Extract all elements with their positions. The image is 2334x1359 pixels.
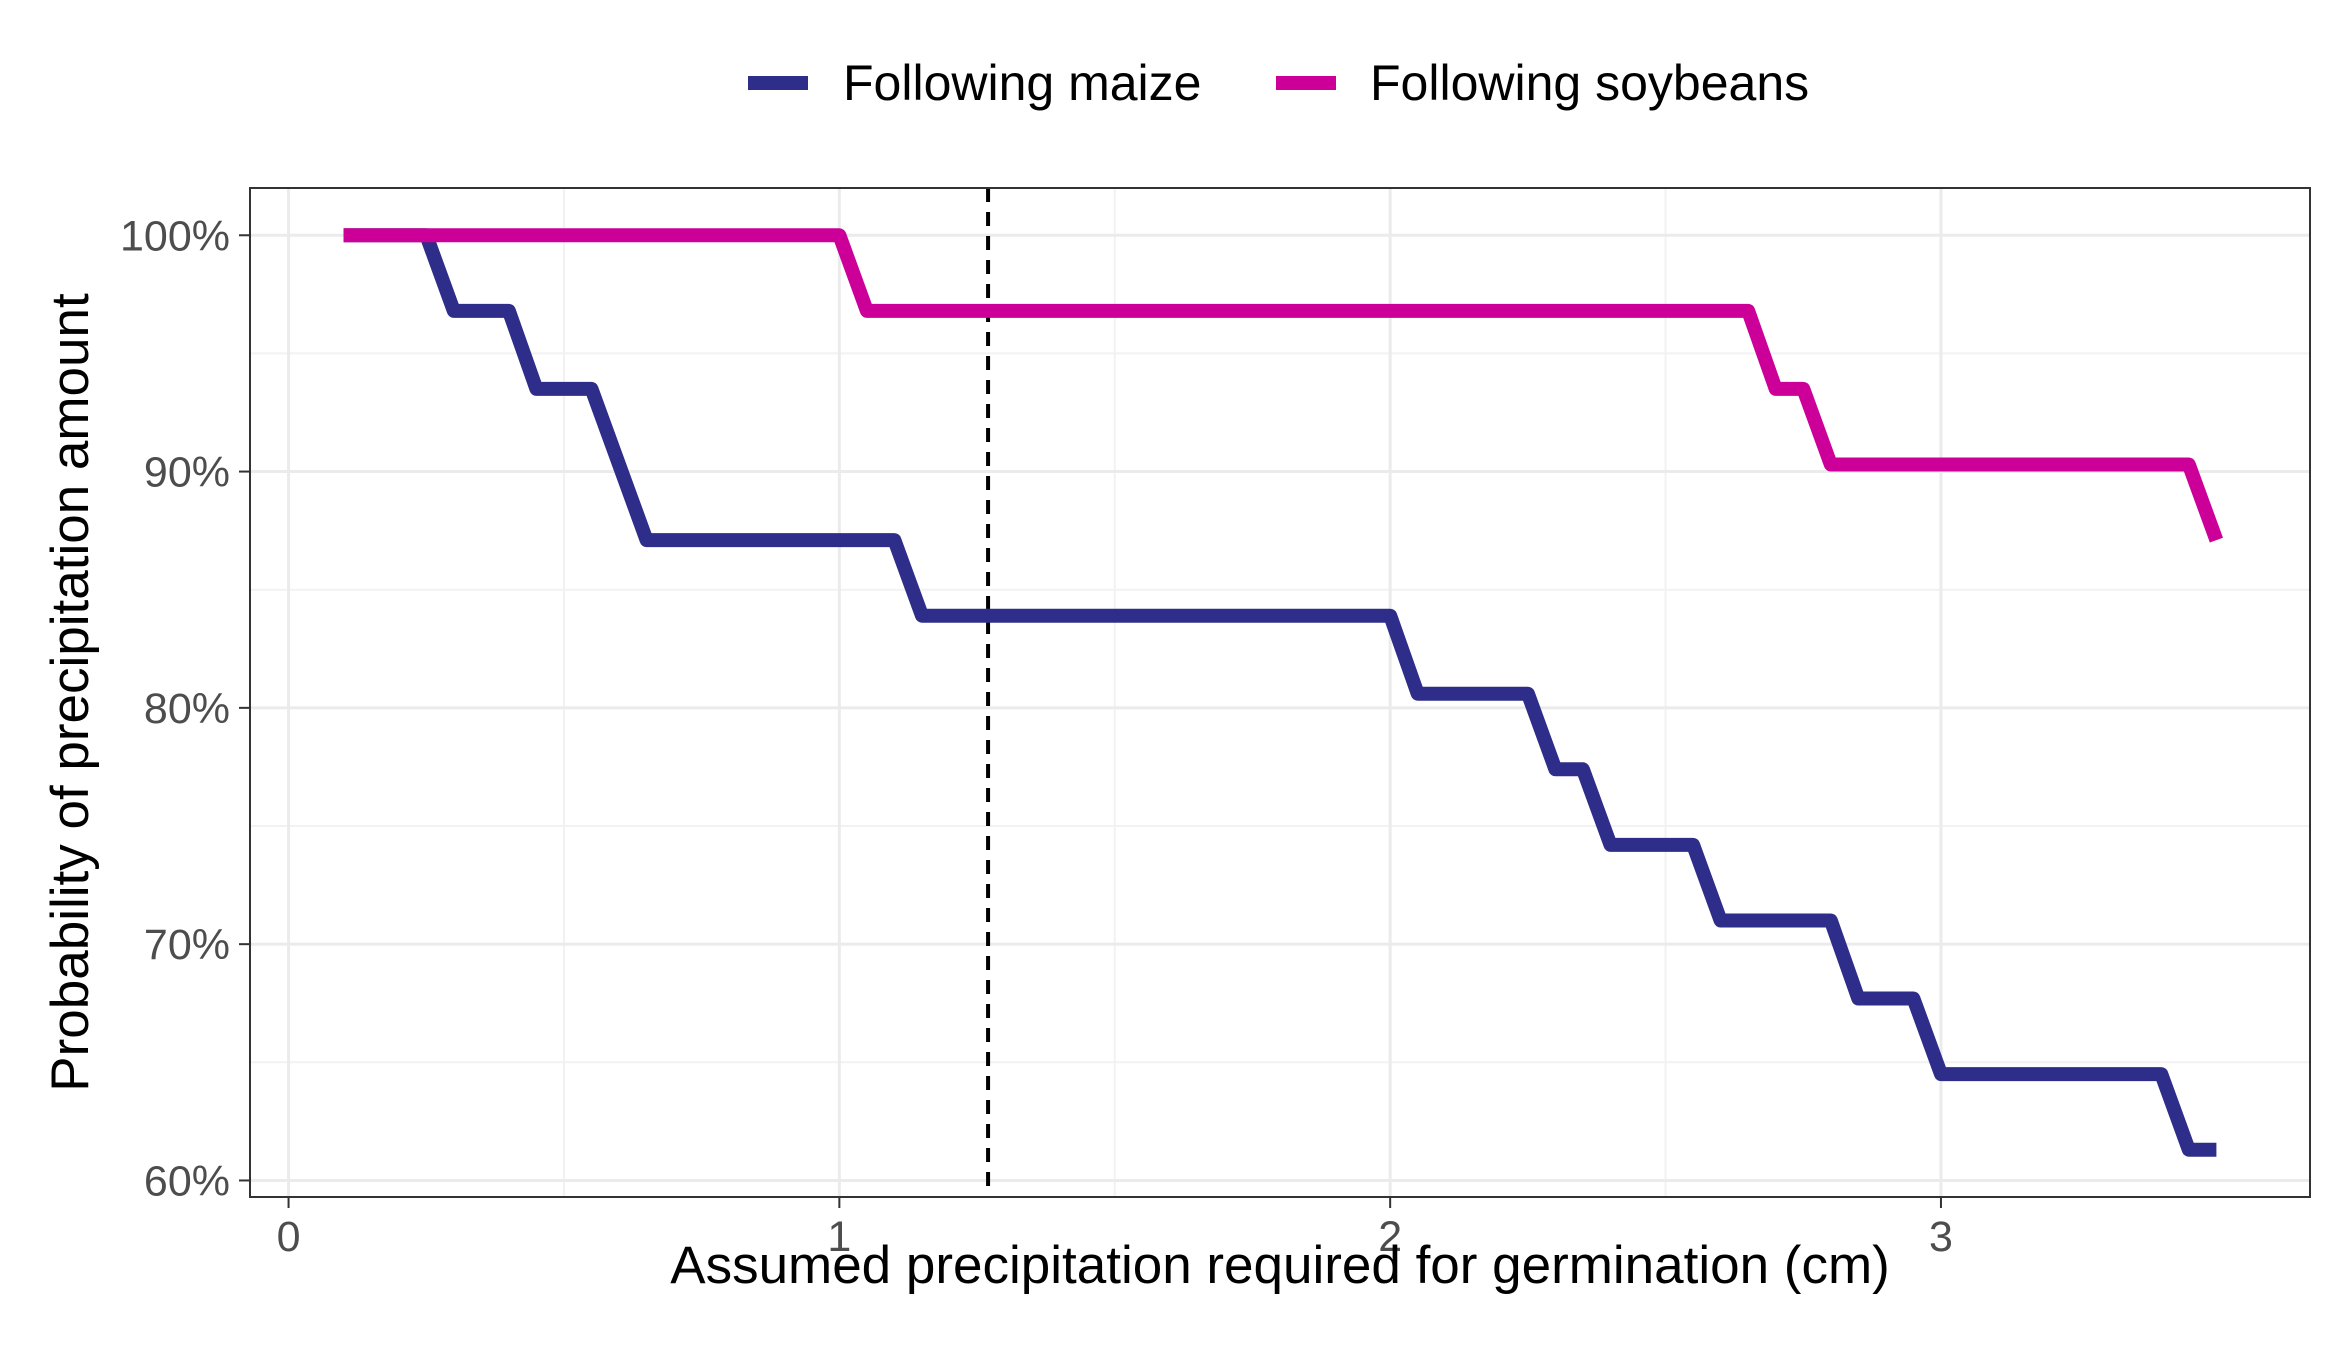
y-tick-label: 60% <box>144 1157 230 1205</box>
x-tick-label: 2 <box>1378 1213 1402 1261</box>
y-axis-title: Probability of precipitation amount <box>41 293 100 1092</box>
legend-label: Following soybeans <box>1370 55 1809 111</box>
x-tick-label: 1 <box>827 1213 851 1261</box>
minor-gridlines <box>250 188 2310 1197</box>
major-gridlines <box>250 188 2310 1197</box>
y-tick-label: 80% <box>144 685 230 733</box>
series-layer <box>343 228 2223 1157</box>
x-axis-ticks: 0 1 2 3 <box>277 1197 1953 1261</box>
plot-panel-border <box>249 187 2311 1198</box>
y-tick-label: 100% <box>120 212 230 260</box>
x-tick-label: 0 <box>277 1213 301 1261</box>
series-line-soybeans <box>343 228 2223 543</box>
x-axis-title: Assumed precipitation required for germi… <box>670 1236 1890 1295</box>
series-line-maize <box>343 228 2217 1157</box>
legend: Following maize Following soybeans <box>748 55 1809 111</box>
x-tick-label: 3 <box>1929 1213 1953 1261</box>
y-tick-label: 70% <box>144 921 230 969</box>
y-tick-label: 90% <box>144 449 230 497</box>
y-axis-ticks: 60% 70% 80% 90% 100% <box>120 212 250 1205</box>
legend-label: Following maize <box>843 55 1201 111</box>
